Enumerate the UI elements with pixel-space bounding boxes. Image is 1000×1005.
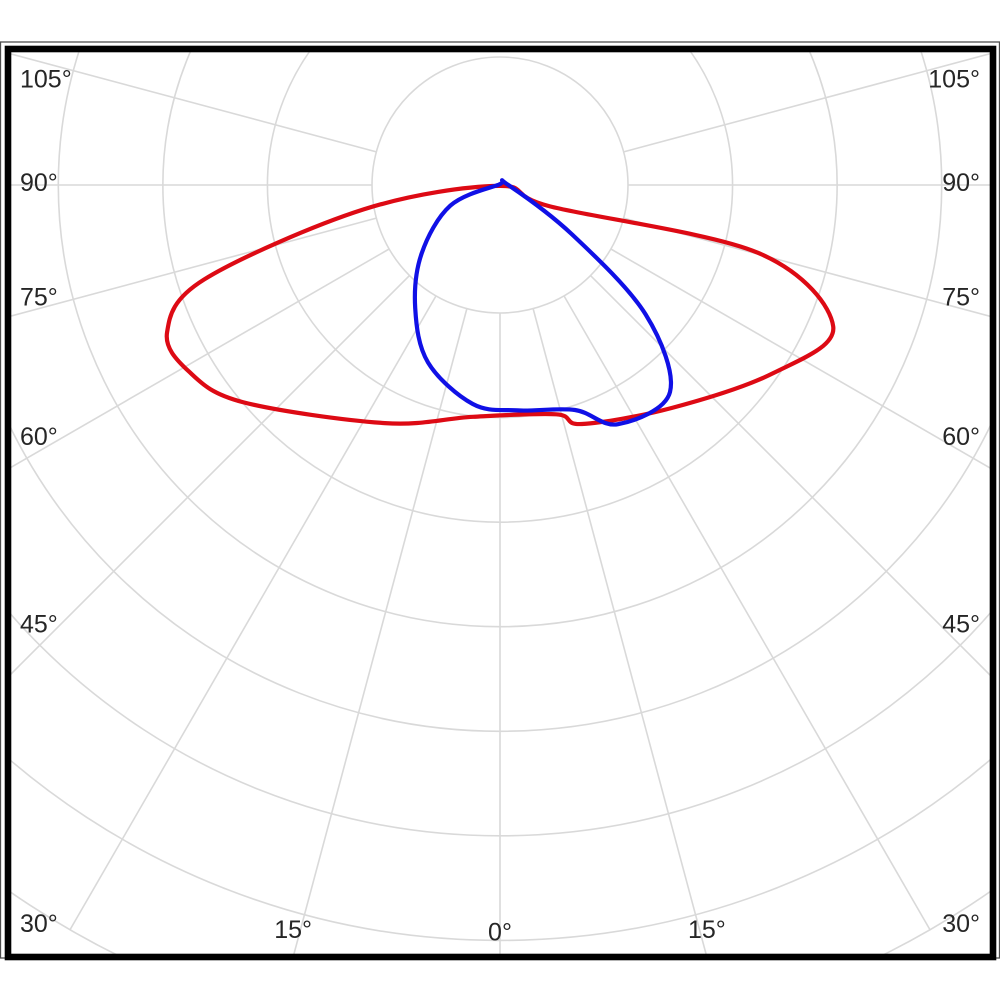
svg-text:15°: 15° (688, 916, 726, 944)
svg-text:105°: 105° (20, 65, 72, 93)
svg-text:105°: 105° (928, 65, 980, 93)
svg-text:60°: 60° (20, 423, 58, 451)
svg-text:30°: 30° (20, 910, 58, 938)
svg-text:30°: 30° (942, 910, 980, 938)
svg-text:45°: 45° (942, 610, 980, 638)
svg-text:75°: 75° (942, 284, 980, 312)
svg-text:15°: 15° (274, 916, 312, 944)
svg-text:45°: 45° (20, 610, 58, 638)
svg-text:75°: 75° (20, 284, 58, 312)
svg-text:90°: 90° (942, 169, 980, 197)
svg-text:90°: 90° (20, 169, 58, 197)
svg-text:60°: 60° (942, 423, 980, 451)
svg-text:0°: 0° (488, 919, 512, 947)
